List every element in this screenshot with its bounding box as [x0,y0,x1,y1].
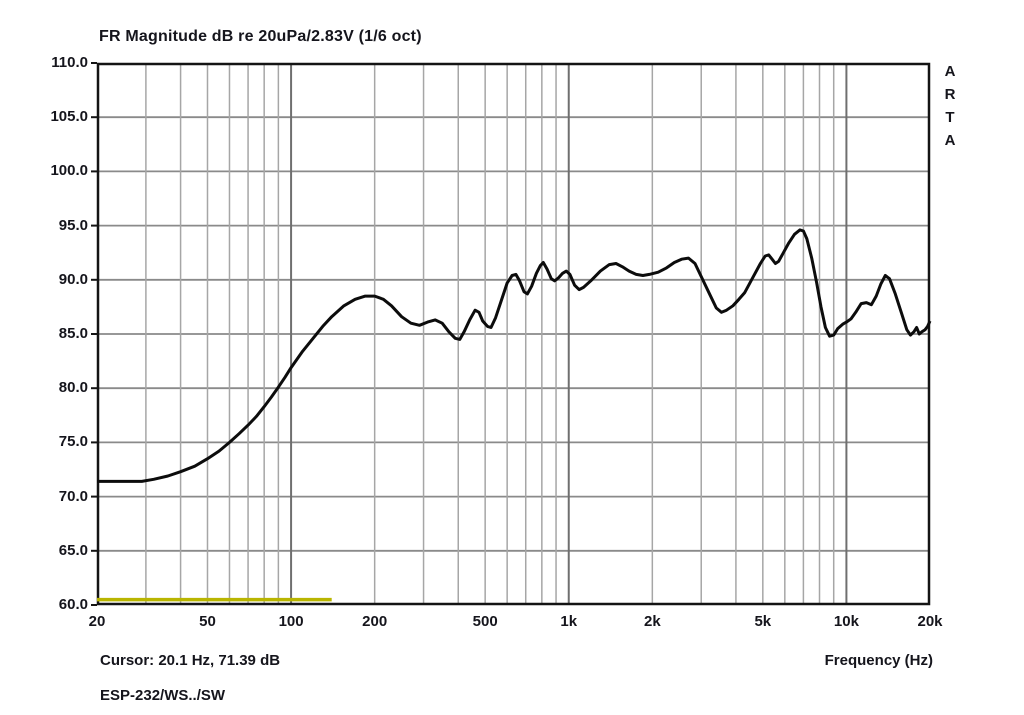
y-axis-tick-label: 105.0 [50,108,88,126]
plot-border [96,62,931,606]
x-axis-tick-label: 200 [362,613,388,630]
frequency-response-curve [97,228,932,483]
cursor-readout: Cursor: 20.1 Hz, 71.39 dB [100,652,281,669]
fr-magnitude-plot[interactable] [91,62,932,606]
y-axis-tick-label: 95.0 [58,216,88,234]
y-axis-tick-label: 100.0 [50,162,88,180]
y-axis-tick-label: 60.0 [58,596,88,613]
y-axis-tick-label: 85.0 [58,325,88,342]
x-axis-tick-label: 20k [917,613,943,630]
x-axis-tick-label: 100 [278,613,304,630]
overlay-file-label: ESP-232/WS../SW [100,687,226,704]
x-axis-tick-label: 5k [754,613,772,630]
x-axis-tick-label: 50 [199,613,216,630]
x-axis-tick-label: 1k [560,613,578,630]
y-axis-tick-label: 90.0 [58,270,88,288]
x-axis-tick-label: 20 [88,613,106,630]
x-axis-tick-label: 500 [472,613,498,630]
x-axis-title: Frequency (Hz) [824,652,933,669]
x-axis-tick-label: 2k [643,613,661,630]
y-axis-tick-label: 65.0 [58,541,88,559]
x-axis-tick-label: 10k [833,613,859,630]
y-axis-tick-label: 75.0 [58,433,88,451]
y-axis-tick-label: 80.0 [58,379,88,397]
chart-title: FR Magnitude dB re 20uPa/2.83V (1/6 oct) [99,28,422,45]
y-axis-tick-label: 70.0 [58,487,88,505]
y-axis-tick-label: 110.0 [51,54,88,71]
